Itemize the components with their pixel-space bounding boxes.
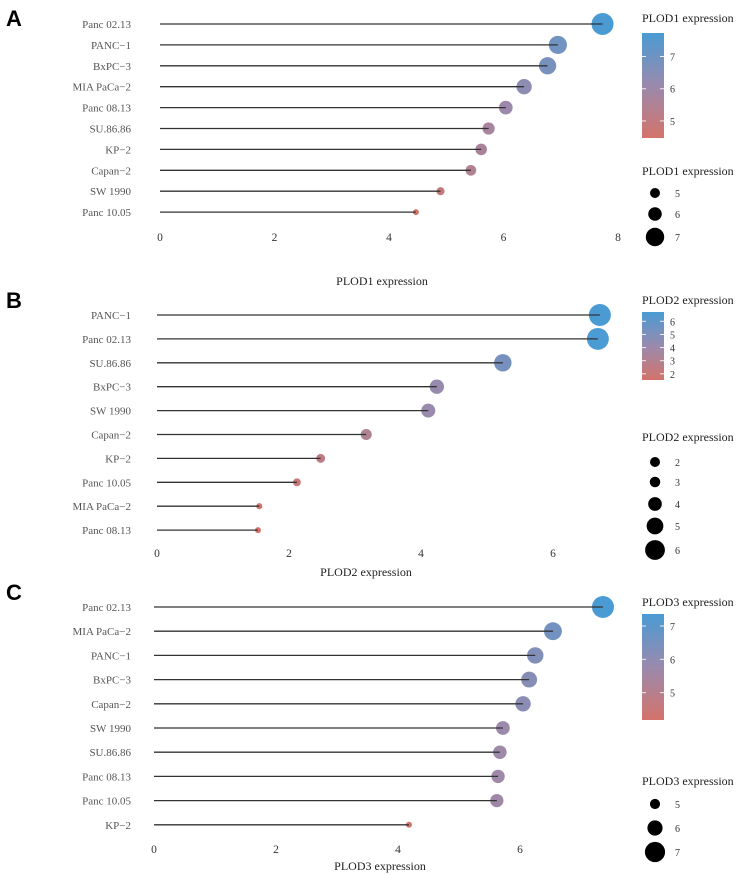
x-tick-label: 0	[157, 232, 163, 244]
x-tick-label: 2	[272, 232, 278, 244]
category-label: Panc 10.05	[82, 796, 131, 808]
category-label: MIA PaCa−2	[73, 501, 131, 513]
size-legend-dot	[644, 841, 666, 863]
size-legend-dot	[646, 517, 664, 535]
size-legend-dot	[650, 457, 660, 467]
colorbar-tick-label: 6	[670, 317, 675, 328]
category-label: KP−2	[105, 453, 131, 465]
size-legend-label: 6	[675, 546, 680, 557]
category-label: KP−2	[105, 144, 131, 156]
size-legend-label: 6	[675, 824, 680, 835]
size-legend-dot	[649, 476, 661, 488]
colorbar-tick-label: 5	[670, 117, 675, 128]
size-legend-label: 5	[675, 800, 680, 811]
category-label: PANC−1	[91, 650, 131, 662]
panel-label: B	[6, 288, 22, 313]
x-tick-label: 8	[615, 232, 621, 244]
colorbar	[642, 614, 664, 720]
size-legend-label: 2	[675, 458, 680, 469]
lollipop-point	[491, 769, 505, 784]
size-legend-dot	[645, 227, 665, 247]
category-label: PANC−1	[91, 40, 131, 52]
colorbar-tick-label: 3	[670, 357, 675, 368]
lollipop-point	[360, 428, 372, 441]
category-label: MIA PaCa−2	[73, 82, 131, 94]
category-label: SW 1990	[90, 406, 132, 418]
x-tick-label: 2	[273, 844, 279, 856]
color-legend-title: PLOD3 expression	[642, 595, 734, 609]
size-legend-dot	[648, 207, 662, 221]
x-tick-label: 6	[501, 232, 507, 244]
size-legend-label: 6	[675, 210, 680, 221]
category-label: Panc 08.13	[82, 771, 131, 783]
category-label: Capan−2	[91, 430, 131, 442]
category-label: Capan−2	[91, 699, 131, 711]
category-label: BxPC−3	[93, 382, 131, 394]
x-tick-label: 6	[550, 548, 556, 560]
colorbar-tick-label: 5	[670, 689, 675, 700]
size-legend-dot	[647, 820, 663, 836]
category-label: SW 1990	[90, 723, 132, 735]
colorbar	[642, 33, 664, 138]
x-axis-label: PLOD3 expression	[334, 859, 426, 873]
x-tick-label: 2	[286, 548, 292, 560]
category-label: Panc 02.13	[82, 334, 131, 346]
x-tick-label: 4	[386, 232, 392, 244]
category-label: SU.86.86	[89, 747, 131, 759]
size-legend-dot	[645, 540, 665, 560]
size-legend-label: 7	[675, 233, 680, 244]
x-tick-label: 4	[395, 844, 401, 856]
category-label: Panc 02.13	[82, 602, 131, 614]
size-legend-title: PLOD2 expression	[642, 430, 734, 444]
colorbar	[642, 312, 664, 380]
colorbar-tick-label: 7	[670, 622, 675, 633]
size-legend-label: 5	[675, 522, 680, 533]
x-axis-label: PLOD2 expression	[320, 565, 412, 579]
color-legend-title: PLOD1 expression	[642, 11, 734, 25]
size-legend-label: 5	[675, 189, 680, 200]
category-label: BxPC−3	[93, 675, 131, 687]
colorbar-tick-label: 6	[670, 85, 675, 96]
size-legend-title: PLOD3 expression	[642, 774, 734, 788]
colorbar-tick-label: 2	[670, 370, 675, 381]
category-label: Panc 08.13	[82, 525, 131, 537]
colorbar-tick-label: 5	[670, 330, 675, 341]
color-legend-title: PLOD2 expression	[642, 293, 734, 307]
category-label: Capan−2	[91, 165, 131, 177]
colorbar-tick-label: 4	[670, 344, 675, 355]
x-tick-label: 0	[151, 844, 157, 856]
category-label: BxPC−3	[93, 61, 131, 73]
size-legend-dot	[649, 798, 661, 810]
category-label: KP−2	[105, 820, 131, 832]
x-axis-label: PLOD1 expression	[336, 274, 428, 288]
category-label: SU.86.86	[89, 124, 131, 136]
colorbar-tick-label: 7	[670, 53, 675, 64]
category-label: SU.86.86	[89, 358, 131, 370]
x-tick-label: 0	[154, 548, 160, 560]
category-label: Panc 10.05	[82, 477, 131, 489]
size-legend-title: PLOD1 expression	[642, 164, 734, 178]
size-legend-dot	[650, 188, 660, 198]
category-label: SW 1990	[90, 186, 132, 198]
size-legend-label: 3	[675, 478, 680, 489]
x-tick-label: 6	[517, 844, 523, 856]
size-legend-dot	[648, 497, 662, 511]
lollipop-point	[436, 187, 445, 196]
colorbar-tick-label: 6	[670, 655, 675, 666]
size-legend-label: 7	[675, 848, 680, 859]
panel-label: C	[6, 580, 22, 605]
category-label: Panc 08.13	[82, 103, 131, 115]
category-label: MIA PaCa−2	[73, 626, 131, 638]
category-label: Panc 10.05	[82, 207, 131, 219]
x-tick-label: 4	[418, 548, 424, 560]
size-legend-label: 4	[675, 500, 680, 511]
category-label: PANC−1	[91, 310, 131, 322]
category-label: Panc 02.13	[82, 19, 131, 31]
panel-label: A	[6, 6, 22, 31]
